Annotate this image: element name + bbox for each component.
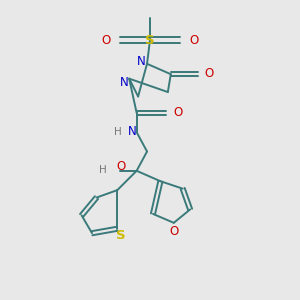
Text: O: O [189,34,199,46]
Text: H: H [114,127,122,136]
Text: N: N [120,76,129,89]
Text: O: O [170,225,179,238]
Text: S: S [145,34,155,46]
Text: H: H [99,165,107,175]
Text: O: O [101,34,111,46]
Text: N: N [137,55,146,68]
Text: O: O [174,106,183,119]
Text: O: O [205,67,214,80]
Text: O: O [116,160,126,173]
Text: N: N [128,125,136,138]
Text: S: S [116,229,126,242]
